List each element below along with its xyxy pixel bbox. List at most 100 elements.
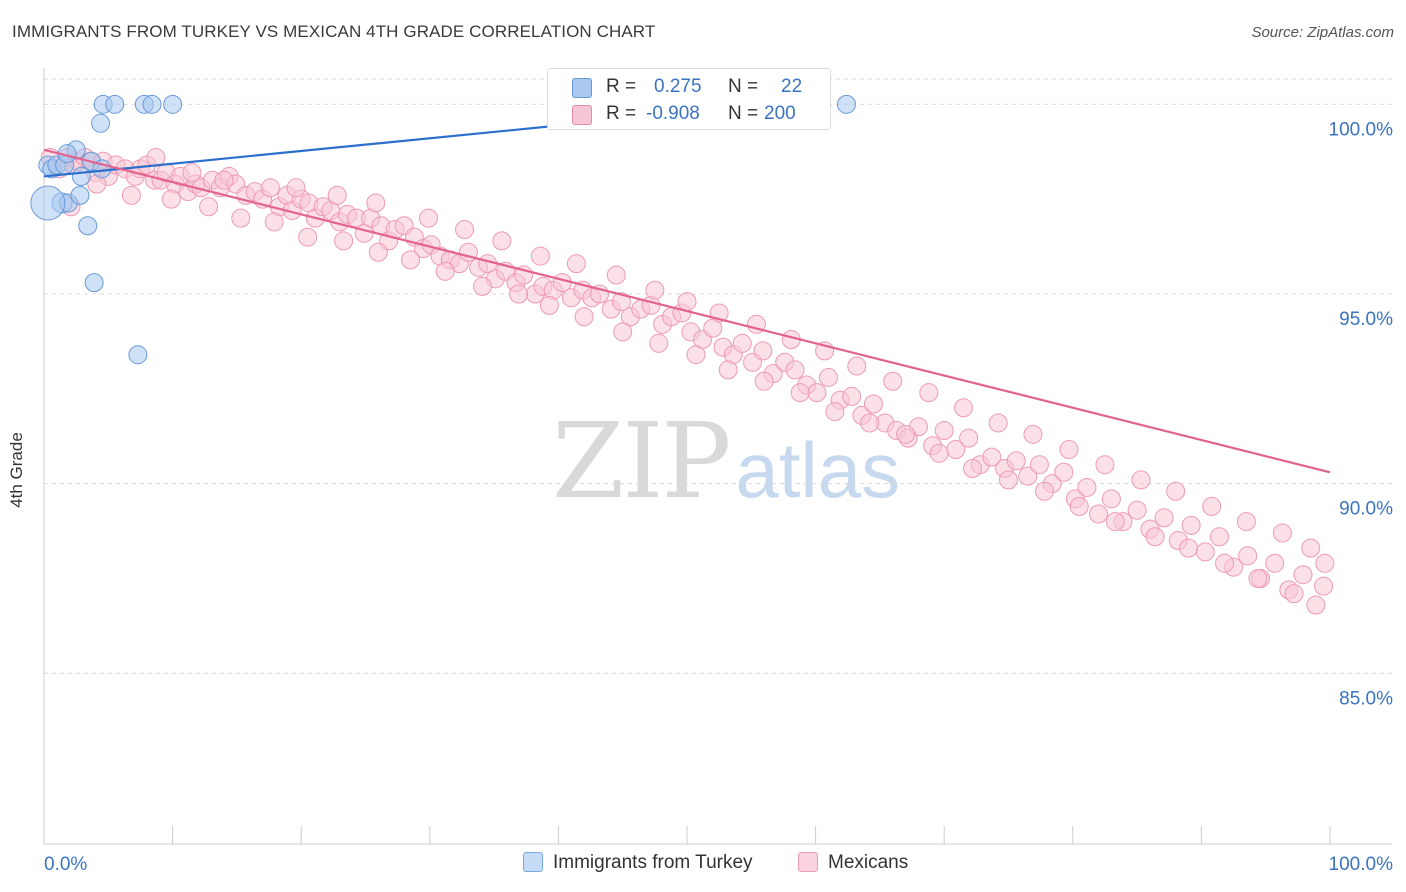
mexicans-point [1195,542,1215,562]
mexicans-point [896,424,916,444]
mexicans-point [334,231,354,251]
bottom-legend-turkey: Immigrants from Turkey [523,852,753,874]
mexicans-point [677,292,697,312]
y-tick-label: 90.0% [1339,499,1393,520]
bottom-legend-swatch-turkey [523,852,543,872]
mexicans-point [953,398,973,418]
mexicans-point [214,170,234,190]
legend-swatch-turkey [572,78,592,98]
mexicans-point [863,394,883,414]
mexicans-point [1248,568,1268,588]
mexicans-point [1154,508,1174,528]
mexicans-point [611,292,631,312]
mexicans-point [1145,527,1165,547]
legend-r-value: 0.275 [654,76,702,97]
turkey-point [71,166,91,186]
y-tick-label: 85.0% [1339,688,1393,709]
mexicans-point [264,212,284,232]
mexicans-point [883,371,903,391]
mexicans-point [649,333,669,353]
x-tick-label: 100.0% [1329,854,1394,875]
mexicans-point [1095,455,1115,475]
mexicans-points [40,147,1335,615]
legend-swatch-mexicans [572,105,592,125]
mexicans-point [1301,538,1321,558]
tick-labels: 85.0% 90.0% 95.0% 100.0% 0.0% 100.0% [44,119,1393,875]
y-tick-label: 95.0% [1339,309,1393,330]
mexicans-point [199,197,219,217]
mexicans-point [860,413,880,433]
mexicans-point [606,265,626,285]
legend-r-value: -0.908 [646,103,700,124]
mexicans-point [473,276,493,296]
correlation-legend: R = 0.275 N = 22 R = -0.908 N = 200 [547,68,831,130]
mexicans-point [1306,595,1326,615]
mexicans-point [1181,515,1201,535]
mexicans-point [260,178,280,198]
mexicans-point [790,383,810,403]
mexicans-point [231,208,251,228]
legend-n-value: 200 [764,103,796,124]
legend-n-label: N = [728,103,759,124]
chart-title: IMMIGRANTS FROM TURKEY VS MEXICAN 4TH GR… [12,22,656,41]
mexicans-point [842,386,862,406]
mexicans-point [1035,481,1055,501]
mexicans-point [455,220,475,240]
legend-row-turkey: R = 0.275 N = 22 [548,73,830,101]
legend-r-label: R = [606,76,637,97]
mexicans-point [161,189,181,209]
mexicans-point [1202,496,1222,516]
mexicans-point [574,307,594,327]
mexicans-point [1314,576,1334,596]
legend-r-label: R = [606,103,637,124]
trend-lines [43,103,1331,474]
mexicans-point [825,402,845,422]
mexicans-point [1209,527,1229,547]
mexicans-point [929,443,949,463]
mexicans-point [298,227,318,247]
turkey-point [142,94,162,114]
bottom-legend-swatch-mexicans [798,852,818,872]
mexicans-point [1265,553,1285,573]
mexicans-point [1215,553,1235,573]
turkey-point [836,94,856,114]
mexicans-point [962,458,982,478]
mexicans-point [1238,546,1258,566]
mexicans-point [645,280,665,300]
mexicans-point [286,178,306,198]
mexicans-point [1101,489,1121,509]
mexicans-point [1029,455,1049,475]
mexicans-point [492,231,512,251]
axes [43,68,1392,845]
mexicans-point [368,242,388,262]
mexicans-point [807,383,827,403]
mexicans-point [1069,496,1089,516]
x-tick-label: 0.0% [44,854,87,875]
mexicans-point [509,284,529,304]
mexicans-point [613,322,633,342]
mexicans-point [1077,477,1097,497]
mexicans-point [1236,512,1256,532]
mexicans-point [419,208,439,228]
mexicans-point [1272,523,1292,543]
bottom-legend-label-turkey: Immigrants from Turkey [553,852,753,873]
mexicans-point [1166,481,1186,501]
mexicans-point [959,428,979,448]
mexicans-point [1284,584,1304,604]
mexicans-point [732,333,752,353]
turkey-point [105,94,125,114]
mexicans-point [718,360,738,380]
turkey-point [78,216,98,236]
mexicans-point [1018,466,1038,486]
mexicans-point [182,163,202,183]
turkey-point [163,94,183,114]
mexicans-point [1105,512,1125,532]
mexicans-trend-line [43,148,1331,474]
turkey-point [70,185,90,205]
legend-n-value: 22 [781,76,803,97]
mexicans-point [121,185,141,205]
mexicans-point [1059,440,1079,460]
mexicans-point [1089,504,1109,524]
turkey-point [128,345,148,365]
mexicans-point [988,413,1008,433]
